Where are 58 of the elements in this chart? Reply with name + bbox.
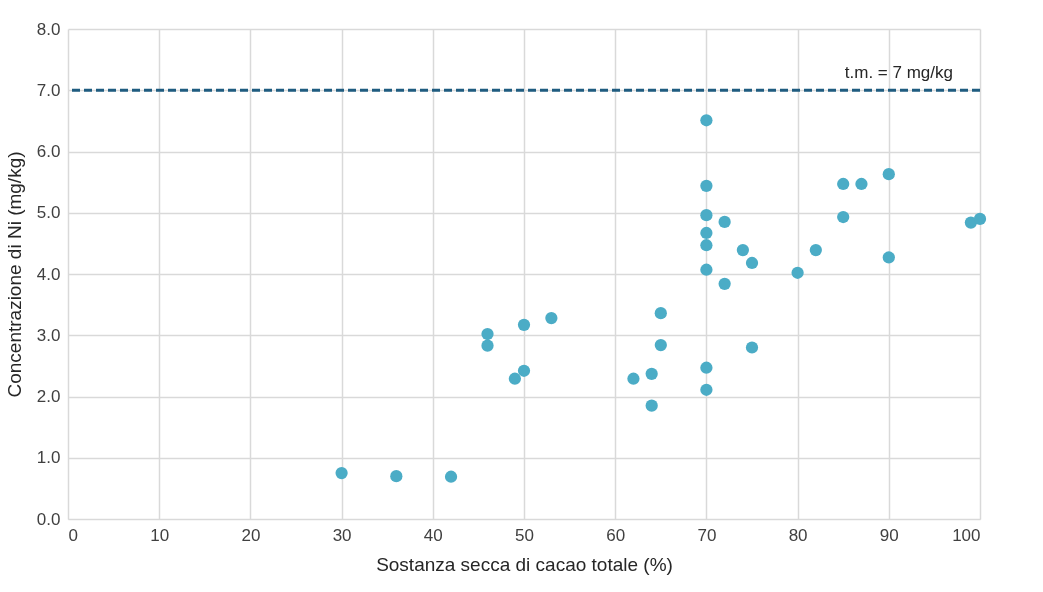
point xyxy=(718,277,731,290)
point xyxy=(837,177,850,191)
point xyxy=(700,179,713,192)
point xyxy=(882,168,895,181)
y-tick-label: 5.0 xyxy=(36,203,61,223)
x-tick-label: 20 xyxy=(241,525,261,545)
point xyxy=(791,266,804,279)
point xyxy=(700,209,713,222)
x-tick-label: 30 xyxy=(332,525,352,545)
point xyxy=(645,367,658,380)
y-tick-label: 2.0 xyxy=(36,387,61,406)
point xyxy=(700,114,713,127)
point xyxy=(700,383,713,396)
x-tick-label: 10 xyxy=(150,525,170,545)
point xyxy=(882,251,895,264)
x-tick-label: 70 xyxy=(697,525,717,545)
y-tick-label: 0.0 xyxy=(36,509,61,529)
y-tick-label: 6.0 xyxy=(36,142,61,161)
point xyxy=(837,210,850,224)
point xyxy=(700,239,713,252)
point xyxy=(855,177,868,191)
point xyxy=(973,212,987,225)
point xyxy=(745,256,759,270)
point xyxy=(390,470,403,483)
point xyxy=(335,466,348,480)
ref-line-label: t.m. = 7 mg/kg xyxy=(844,63,953,83)
point xyxy=(481,339,494,352)
point xyxy=(654,307,667,320)
y-tick-label: 4.0 xyxy=(36,264,61,284)
y-tick-label: 1.0 xyxy=(36,448,61,468)
point xyxy=(481,327,494,341)
x-tick-label: 60 xyxy=(606,525,626,545)
point xyxy=(736,244,749,257)
point xyxy=(809,244,822,257)
point xyxy=(627,372,640,385)
point xyxy=(654,338,667,352)
point xyxy=(517,364,531,377)
x-tick-label: 40 xyxy=(423,525,443,545)
y-axis-title: Concentrazione di Ni (mg/kg) xyxy=(3,151,25,398)
x-axis-title: Sostanza secca di cacao totale (%) xyxy=(376,553,673,575)
point xyxy=(718,215,731,229)
point xyxy=(700,361,713,374)
x-tick-label: 100 xyxy=(952,525,981,545)
point xyxy=(745,341,759,354)
x-tick-label: 50 xyxy=(515,525,534,545)
x-tick-label: 90 xyxy=(879,525,899,545)
point xyxy=(444,470,458,483)
y-tick-label: 7.0 xyxy=(36,80,61,100)
point xyxy=(645,399,658,412)
y-tick-label: 8.0 xyxy=(36,19,61,39)
point xyxy=(545,311,558,325)
x-tick-label: 0 xyxy=(68,525,78,545)
point xyxy=(700,226,713,240)
point xyxy=(508,372,521,385)
y-tick-label: 3.0 xyxy=(36,325,61,345)
x-tick-label: 80 xyxy=(788,525,808,545)
point xyxy=(700,263,713,276)
point xyxy=(517,318,531,331)
